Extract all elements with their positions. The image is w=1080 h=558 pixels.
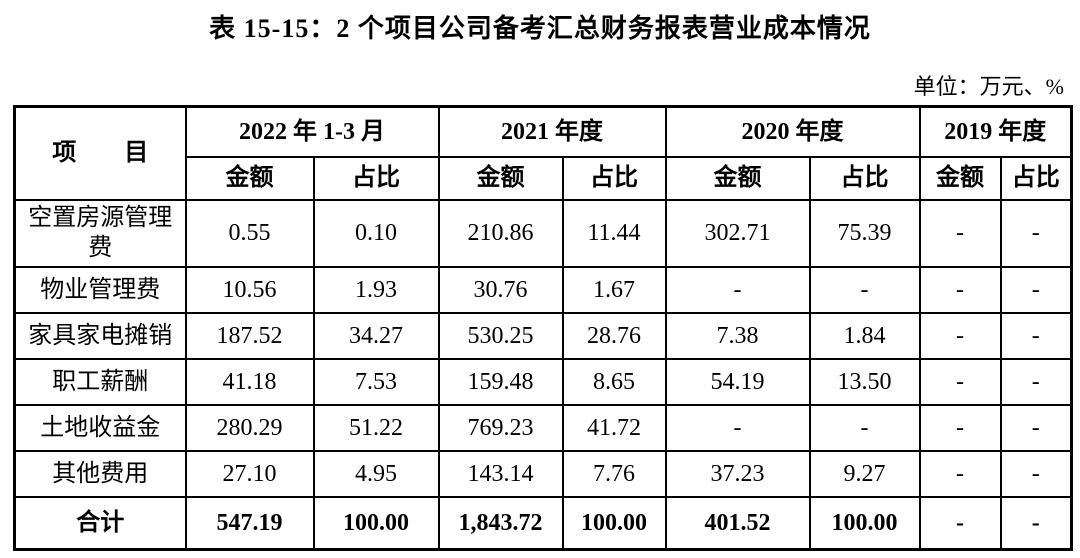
row-label: 物业管理费 [13, 265, 187, 314]
table-row: 物业管理费 10.56 1.93 30.76 1.67 - - - - [13, 265, 1073, 314]
period-header-2020: 2020 年度 [664, 105, 921, 158]
value-cell: 1.93 [312, 265, 440, 314]
value-cell: 302.71 [664, 198, 811, 268]
value-cell: - [999, 449, 1073, 498]
value-cell: 1.67 [561, 265, 667, 314]
total-value-cell: 100.00 [312, 495, 440, 550]
value-cell: 11.44 [561, 198, 667, 268]
value-cell: 530.25 [437, 311, 564, 360]
value-cell: 210.86 [437, 198, 564, 268]
total-value-cell: - [999, 495, 1073, 550]
subheader-ratio-2021: 占比 [561, 155, 667, 201]
value-cell: - [999, 357, 1073, 406]
table-row: 空置房源管理费 0.55 0.10 210.86 11.44 302.71 75… [13, 198, 1073, 268]
row-label: 家具家电摊销 [13, 311, 187, 360]
value-cell: 10.56 [184, 265, 315, 314]
value-cell: 27.10 [184, 449, 315, 498]
value-cell: - [918, 265, 1002, 314]
total-value-cell: 100.00 [808, 495, 921, 550]
value-cell: 37.23 [664, 449, 811, 498]
row-label: 空置房源管理费 [13, 198, 187, 268]
value-cell: 54.19 [664, 357, 811, 406]
value-cell: 8.65 [561, 357, 667, 406]
value-cell: - [999, 311, 1073, 360]
value-cell: 9.27 [808, 449, 921, 498]
subheader-ratio-2019: 占比 [999, 155, 1073, 201]
value-cell: 4.95 [312, 449, 440, 498]
value-cell: 13.50 [808, 357, 921, 406]
period-header-2019: 2019 年度 [918, 105, 1073, 158]
value-cell: - [664, 265, 811, 314]
total-value-cell: 100.00 [561, 495, 667, 550]
value-cell: - [808, 403, 921, 452]
value-cell: - [664, 403, 811, 452]
unit-note: 单位：万元、% [913, 74, 1064, 99]
value-cell: 75.39 [808, 198, 921, 268]
value-cell: 7.76 [561, 449, 667, 498]
value-cell: - [918, 311, 1002, 360]
value-cell: 159.48 [437, 357, 564, 406]
value-cell: - [999, 198, 1073, 268]
total-label: 合计 [13, 495, 187, 550]
value-cell: - [918, 449, 1002, 498]
subheader-ratio-2022q1: 占比 [312, 155, 440, 201]
value-cell: 51.22 [312, 403, 440, 452]
value-cell: - [999, 403, 1073, 452]
value-cell: 187.52 [184, 311, 315, 360]
value-cell: 280.29 [184, 403, 315, 452]
subheader-amount-2019: 金额 [918, 155, 1002, 201]
table-row: 家具家电摊销 187.52 34.27 530.25 28.76 7.38 1.… [13, 311, 1073, 360]
value-cell: 34.27 [312, 311, 440, 360]
value-cell: 769.23 [437, 403, 564, 452]
total-value-cell: 401.52 [664, 495, 811, 550]
value-cell: 30.76 [437, 265, 564, 314]
subheader-amount-2020: 金额 [664, 155, 811, 201]
table-title: 表 15-15：2 个项目公司备考汇总财务报表营业成本情况 [209, 14, 871, 43]
document-page: 表 15-15：2 个项目公司备考汇总财务报表营业成本情况 单位：万元、% 项 … [0, 8, 1080, 551]
value-cell: 0.55 [184, 198, 315, 268]
subheader-amount-2021: 金额 [437, 155, 564, 201]
row-label: 职工薪酬 [13, 357, 187, 406]
row-label: 土地收益金 [13, 403, 187, 452]
table-row: 土地收益金 280.29 51.22 769.23 41.72 - - - - [13, 403, 1073, 452]
subheader-amount-2022q1: 金额 [184, 155, 315, 201]
value-cell: - [808, 265, 921, 314]
value-cell: 28.76 [561, 311, 667, 360]
table-row: 职工薪酬 41.18 7.53 159.48 8.65 54.19 13.50 … [13, 357, 1073, 406]
row-label: 其他费用 [13, 449, 187, 498]
total-value-cell: 547.19 [184, 495, 315, 550]
value-cell: - [918, 198, 1002, 268]
total-row: 合计 547.19 100.00 1,843.72 100.00 401.52 … [13, 495, 1073, 550]
value-cell: - [918, 357, 1002, 406]
value-cell: 143.14 [437, 449, 564, 498]
value-cell: - [999, 265, 1073, 314]
total-value-cell: 1,843.72 [437, 495, 564, 550]
value-cell: 41.72 [561, 403, 667, 452]
subheader-ratio-2020: 占比 [808, 155, 921, 201]
value-cell: - [918, 403, 1002, 452]
table-row: 其他费用 27.10 4.95 143.14 7.76 37.23 9.27 -… [13, 449, 1073, 498]
value-cell: 7.38 [664, 311, 811, 360]
value-cell: 0.10 [312, 198, 440, 268]
period-header-2021: 2021 年度 [437, 105, 667, 158]
total-value-cell: - [918, 495, 1002, 550]
operating-cost-table: 项 目 2022 年 1-3 月 2021 年度 2020 年度 2019 年度… [13, 105, 1073, 551]
item-column-header: 项 目 [13, 105, 187, 201]
value-cell: 7.53 [312, 357, 440, 406]
period-header-2022q1: 2022 年 1-3 月 [184, 105, 440, 158]
value-cell: 41.18 [184, 357, 315, 406]
value-cell: 1.84 [808, 311, 921, 360]
